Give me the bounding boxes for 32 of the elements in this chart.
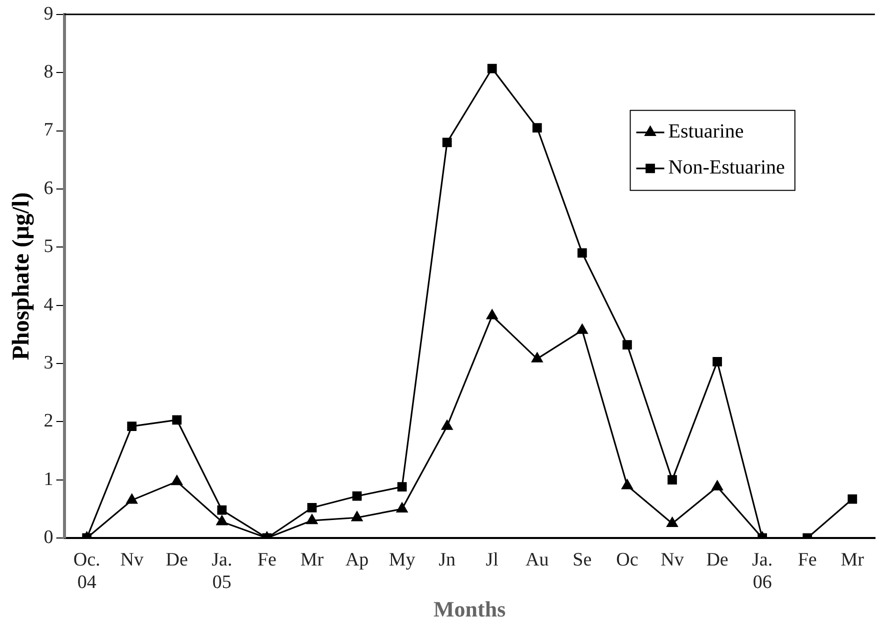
x-tick-label: Oc [616,549,638,570]
legend-label: Non-Estuarine [668,156,786,179]
x-tick-label: Fe [798,549,817,570]
x-tick-label: De [166,549,188,570]
y-tick-label: 2 [44,410,54,432]
x-tick-label: Nv [120,549,144,570]
y-axis-title: Phosphate (µg/l) [8,192,35,360]
y-tick-label: 8 [44,62,54,83]
x-tick-label: Oc. 04 [73,549,100,594]
x-axis-title: Months [434,596,506,622]
y-tick-label: 4 [44,294,54,316]
x-tick-label: Mr [300,549,324,570]
legend-label: Estuarine [668,120,744,143]
x-tick-label: My [388,549,416,570]
y-tick-label: 5 [44,236,54,258]
x-tick-label: Nv [660,549,684,570]
x-tick-label: Au [526,549,550,570]
y-tick-label: 6 [44,178,54,199]
x-tick-label: Jn [438,549,456,570]
x-tick-label: Ap [345,549,369,570]
y-tick-label: 3 [44,352,54,374]
x-tick-label: Jl [486,549,498,570]
x-tick-label: Ja. 05 [212,549,232,594]
y-tick-label: 0 [44,526,54,548]
x-tick-label: Fe [257,549,276,570]
y-tick-label: 1 [44,468,54,490]
x-tick-label: De [706,549,728,570]
y-tick-label: 9 [44,3,54,24]
x-tick-label: Se [572,549,592,570]
x-tick-label: Mr [840,549,865,570]
y-tick-label: 7 [44,120,54,141]
x-tick-label: Ja. 06 [752,549,773,594]
